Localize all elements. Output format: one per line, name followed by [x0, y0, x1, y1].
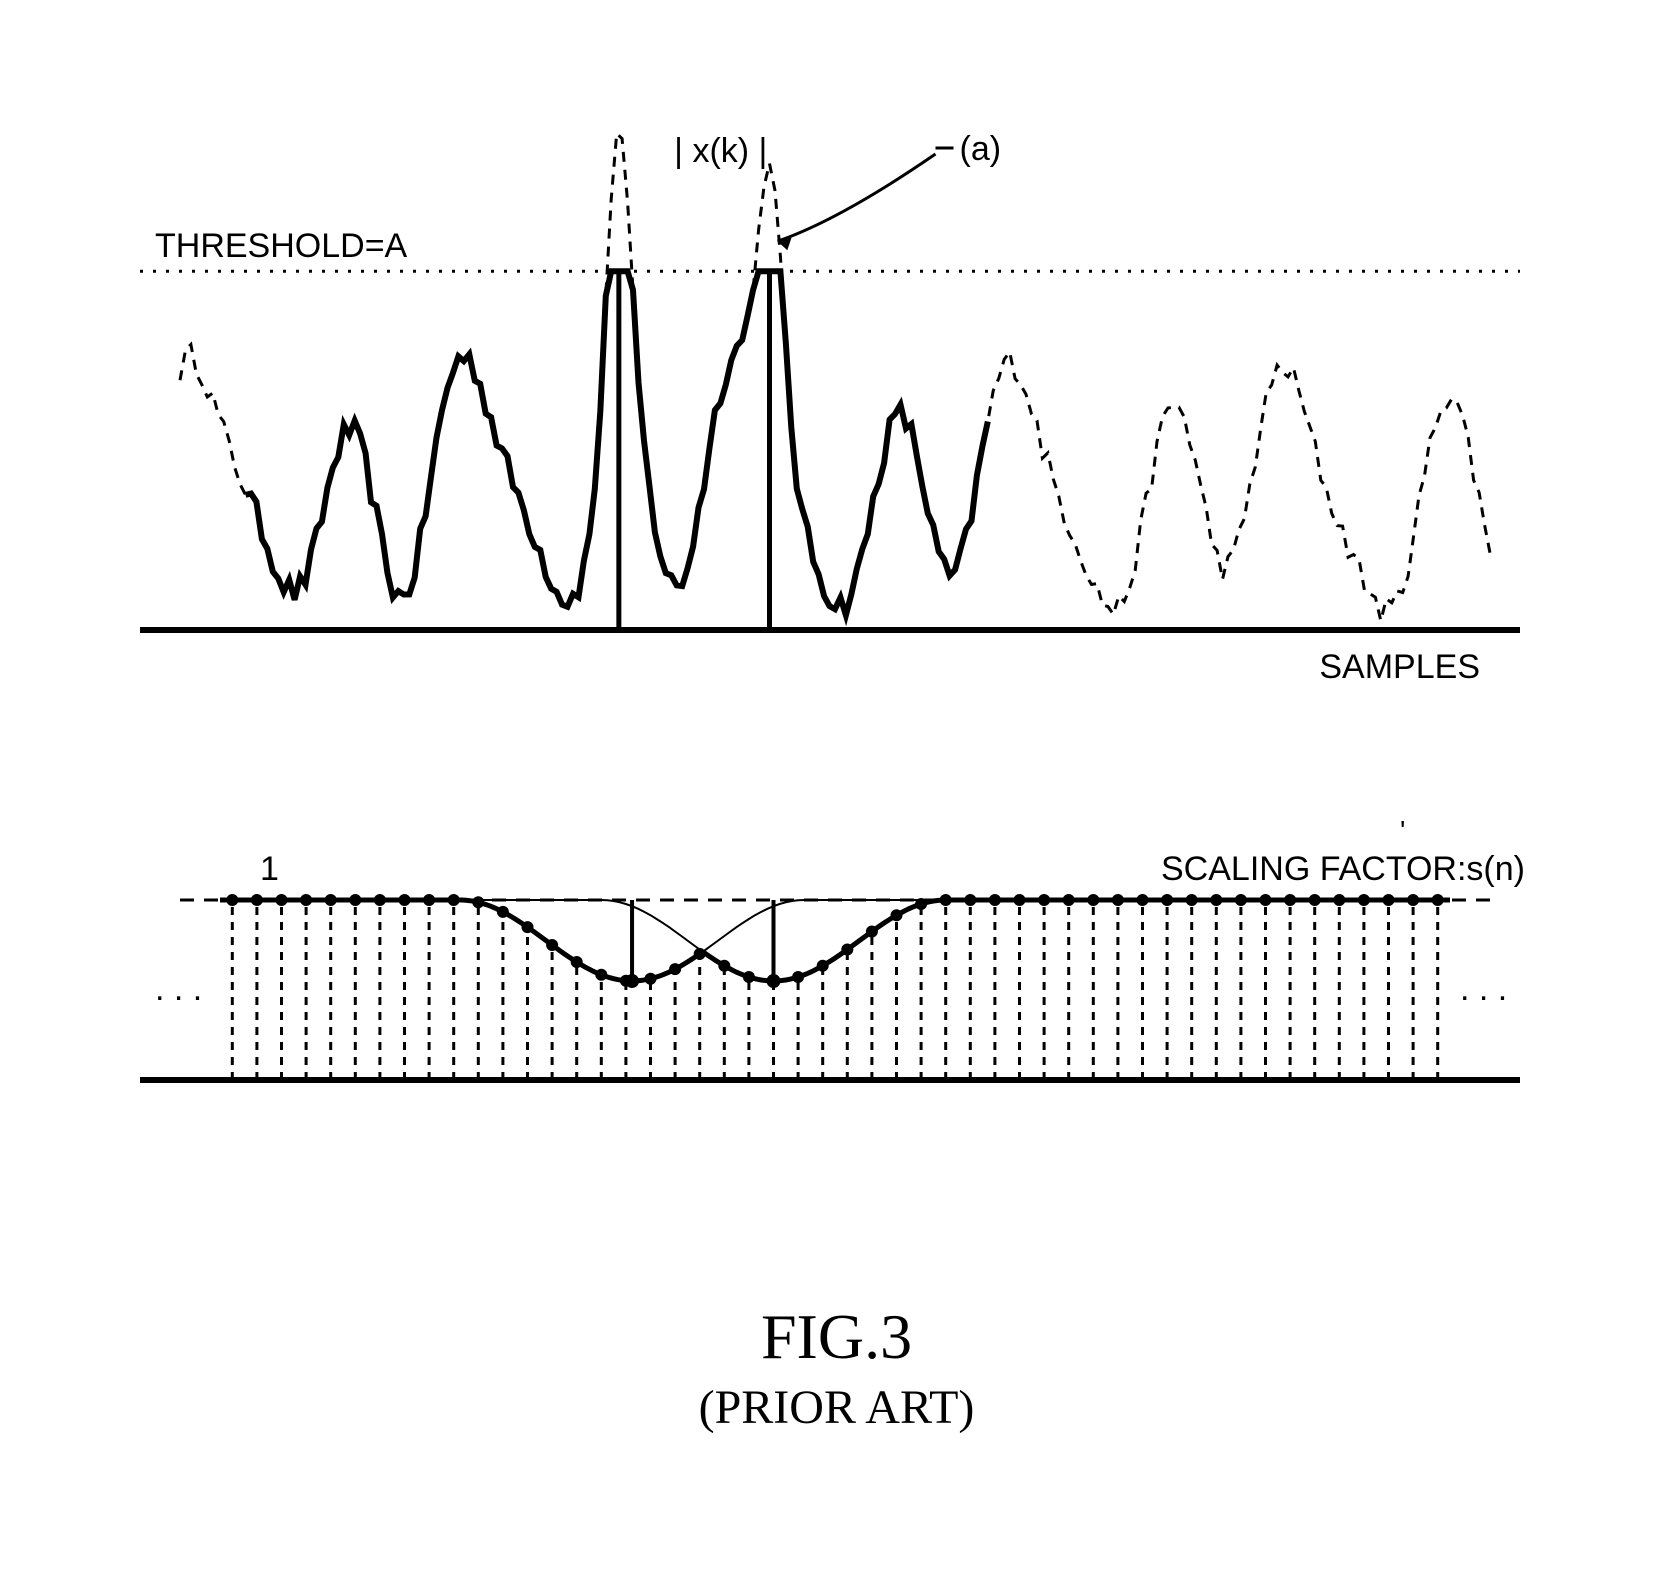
figure-caption: FIG.3 (PRIOR ART): [0, 1300, 1673, 1435]
ellipsis-right: . . .: [1460, 970, 1507, 1008]
caption-line2: (PRIOR ART): [0, 1380, 1673, 1435]
threshold-label: THRESHOLD=A: [155, 227, 408, 265]
scaling-factor-label: SCALING FACTOR:s(n): [1161, 850, 1525, 888]
annotation-a-label: (a): [960, 130, 1002, 168]
one-label: 1: [260, 850, 279, 888]
samples-axis-label: SAMPLES: [1319, 648, 1480, 686]
caption-line1: FIG.3: [0, 1300, 1673, 1374]
svg-text:': ': [1400, 815, 1405, 846]
ellipsis-left: . . .: [155, 970, 202, 1008]
xk-label: | x(k) |: [674, 132, 767, 170]
page: THRESHOLD=A | x(k) | (a) SAMPLES 1 SCALING FA…: [0, 0, 1673, 1591]
